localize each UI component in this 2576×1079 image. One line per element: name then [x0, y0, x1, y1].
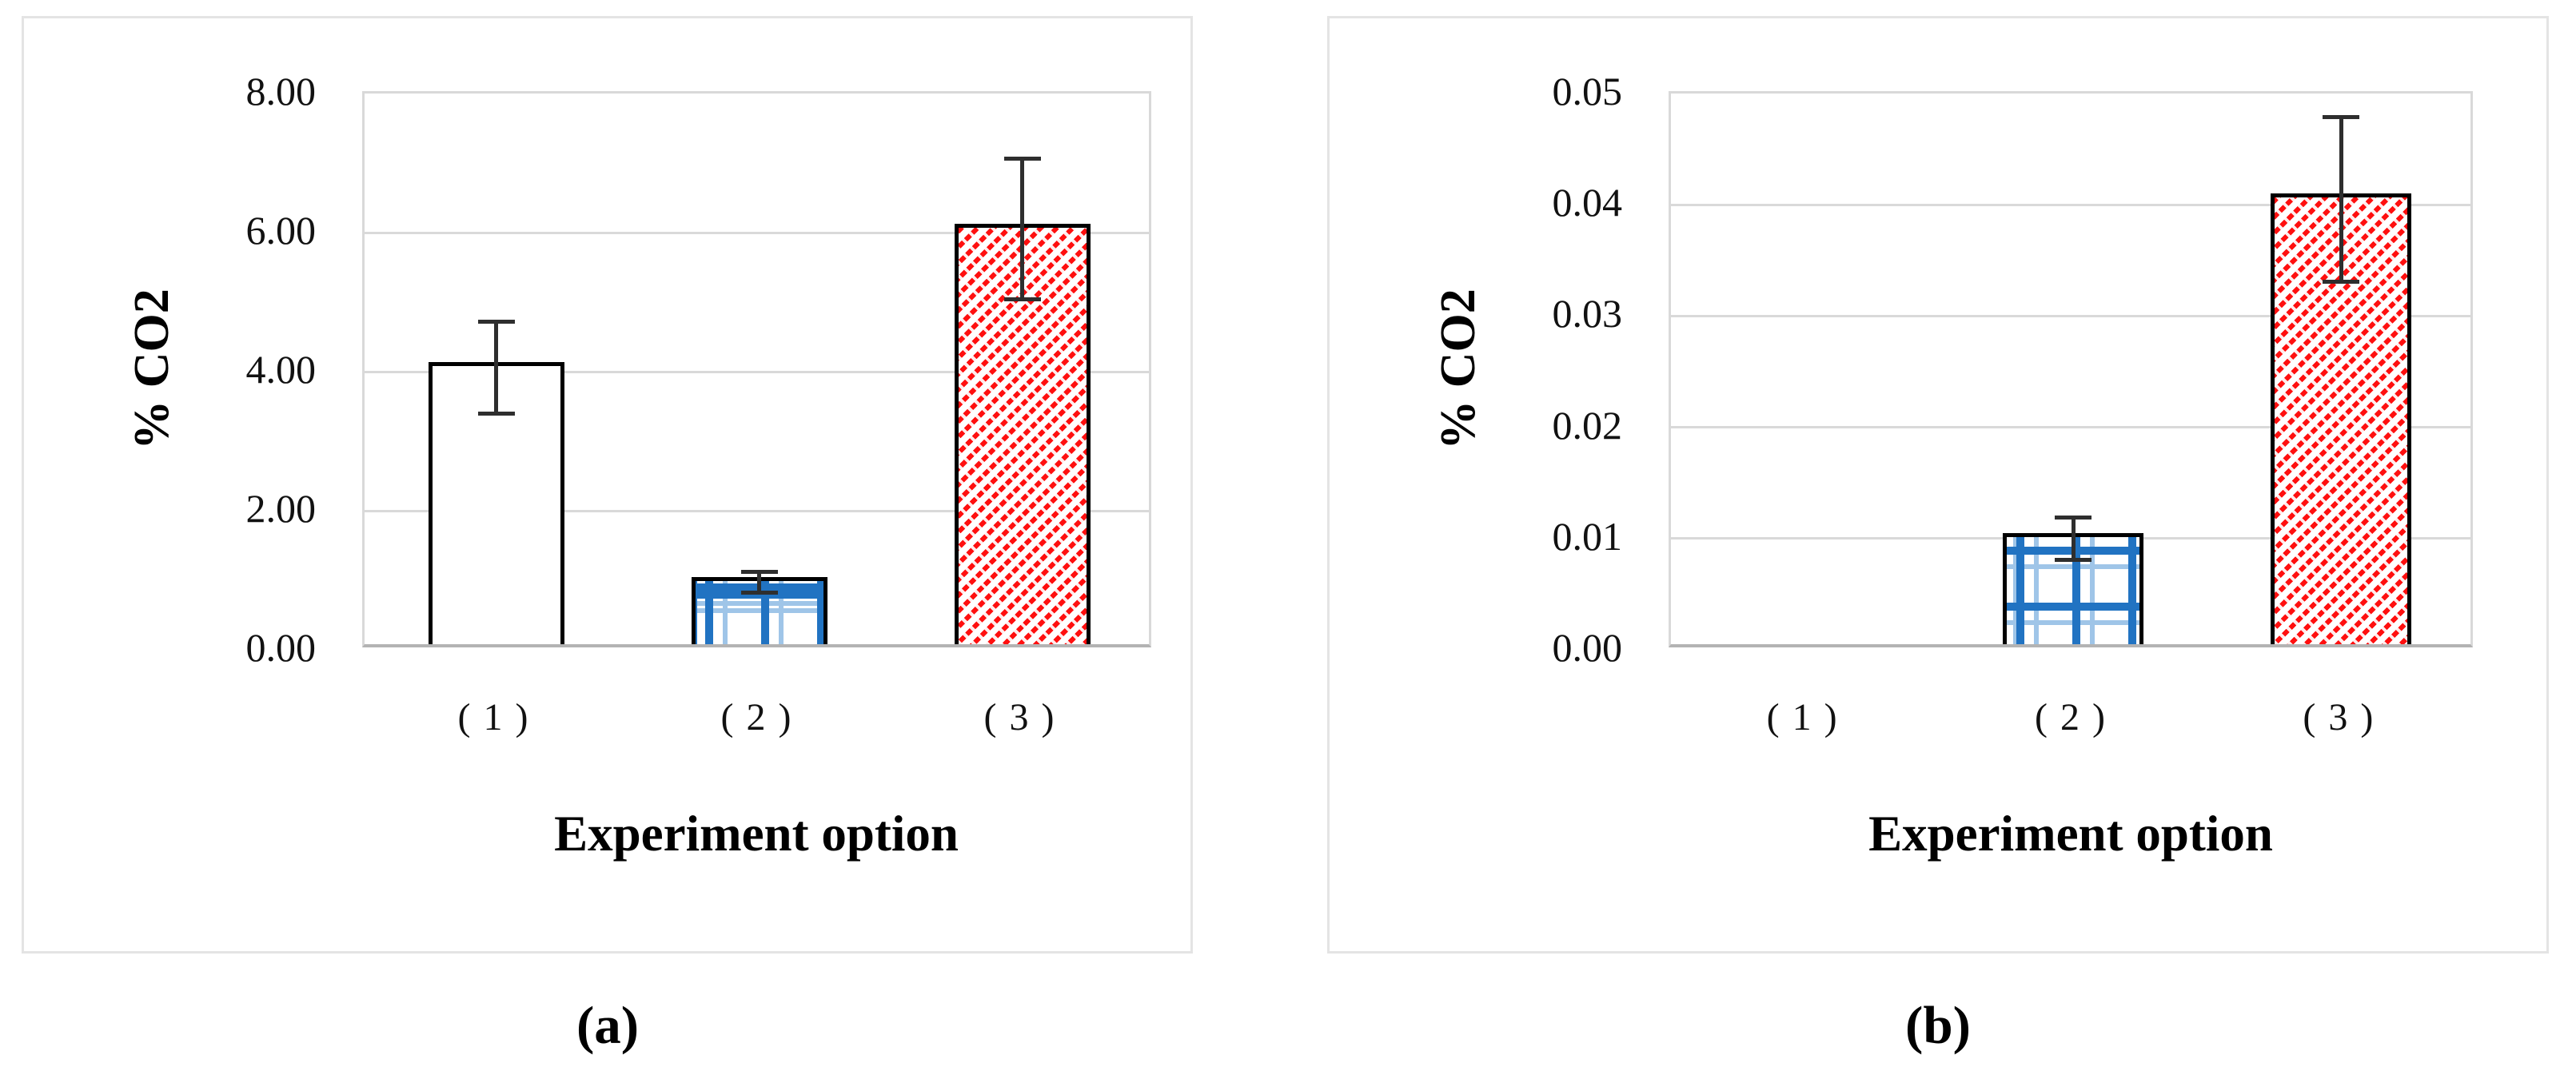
x-category-label: ( 3 ) — [2303, 696, 2375, 739]
x-category-label: ( 2 ) — [720, 696, 793, 739]
x-category-label: ( 1 ) — [457, 696, 530, 739]
y-tick-label: 0.00 — [245, 625, 317, 670]
gridline — [365, 231, 1149, 234]
y-tick-label: 8.00 — [245, 69, 317, 113]
panel-b-plot-area — [1669, 91, 2473, 647]
gridline — [1671, 426, 2470, 429]
error-bar-cap — [2323, 114, 2360, 119]
gridline — [365, 370, 1149, 373]
x-category-label: ( 1 ) — [1766, 696, 1839, 739]
error-bar-cap — [740, 570, 778, 575]
error-bar-cap — [1003, 297, 1041, 302]
error-bar-cap — [1003, 157, 1041, 161]
error-bar-cap — [2055, 557, 2092, 562]
error-bar-cap — [740, 591, 778, 595]
caption-b: (b) — [1905, 996, 1971, 1055]
y-tick-label: 0.04 — [1552, 180, 1623, 225]
error-bar-line — [757, 571, 761, 593]
y-tick-label: 6.00 — [245, 208, 317, 253]
gridline — [1671, 314, 2470, 317]
error-bar-line — [2339, 117, 2343, 282]
error-bar-line — [2071, 517, 2076, 560]
error-bar-cap — [477, 411, 515, 416]
error-bar-line — [494, 321, 498, 414]
panel-b-x-axis-title: Experiment option — [1868, 806, 2273, 862]
y-tick-label: 0.05 — [1552, 69, 1623, 113]
y-tick-label: 4.00 — [245, 347, 317, 392]
y-tick-label: 0.03 — [1552, 291, 1623, 336]
y-tick-label: 0.02 — [1552, 402, 1623, 448]
x-category-label: ( 3 ) — [983, 696, 1056, 739]
x-category-label: ( 2 ) — [2035, 696, 2107, 739]
panel-a-x-axis-title: Experiment option — [554, 806, 959, 862]
y-tick-label: 0.00 — [1552, 625, 1623, 670]
error-bar-line — [1020, 158, 1024, 300]
gridline — [1671, 203, 2470, 206]
error-bar-cap — [477, 319, 515, 324]
error-bar-cap — [2323, 279, 2360, 284]
y-tick-label: 0.01 — [1552, 513, 1623, 559]
y-tick-label: 2.00 — [245, 486, 317, 531]
error-bar-cap — [2055, 515, 2092, 520]
caption-a: (a) — [576, 996, 640, 1055]
gridline — [365, 509, 1149, 512]
panel-a-plot-area — [362, 91, 1151, 647]
